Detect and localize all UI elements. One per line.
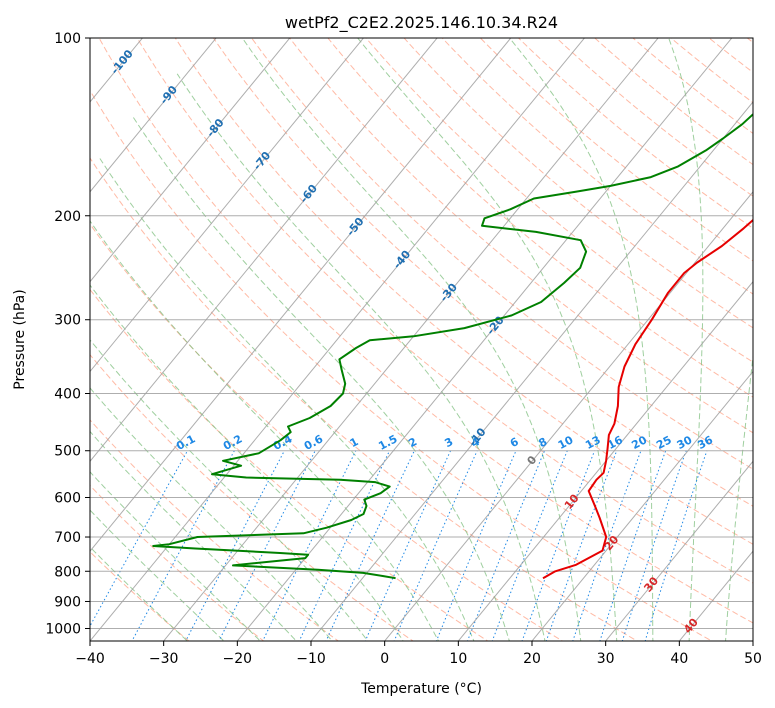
isotherm-line (163, 38, 659, 641)
dry-adiabat-line (632, 38, 753, 135)
dry-adiabat-line (403, 38, 753, 329)
moist-adiabat-line (668, 38, 704, 641)
moist-adiabat-line (90, 430, 297, 641)
y-tick-label: 900 (54, 594, 81, 610)
moist-adiabat-line (508, 38, 654, 641)
mixing-ratio-label: 13 (583, 433, 603, 452)
moist-adiabat-line (90, 509, 225, 641)
isotherm-line (310, 101, 753, 641)
dry-adiabat-line (327, 38, 753, 398)
isotherm-line (90, 38, 365, 373)
moist-adiabat-line (90, 284, 404, 641)
temperature-profile-line (542, 218, 753, 580)
dry-adiabat-line (90, 419, 340, 641)
mixing-ratio-label: 30 (675, 433, 695, 452)
isotherm-line (605, 460, 753, 641)
moist-adiabat-line (725, 351, 753, 641)
mixing-ratio-label: 25 (654, 433, 674, 452)
isotherms (90, 38, 753, 641)
x-axis-title: Temperature (°C) (360, 681, 482, 697)
dry-adiabat-line (212, 38, 753, 507)
y-tick-label: 700 (54, 530, 81, 546)
mixing-ratio-label: 10 (556, 433, 576, 452)
dry-adiabat-line (251, 38, 753, 470)
isotherm-line (90, 38, 512, 552)
chart-title: wetPf2_C2E2.2025.146.10.34.R24 (285, 13, 558, 33)
y-axis-title: Pressure (hPa) (12, 289, 28, 389)
isotherm-line (236, 38, 733, 641)
mixing-ratio-label: 36 (695, 433, 715, 452)
moist-adiabat-line (357, 38, 618, 641)
dry-adiabat-line (90, 353, 414, 641)
y-tick-label: 500 (54, 444, 81, 460)
x-tick-label: 0 (380, 651, 389, 667)
y-tick-label: 400 (54, 387, 81, 403)
y-tick-label: 100 (54, 31, 81, 47)
isotherm-line (384, 191, 753, 641)
plot-frame (89, 37, 754, 642)
x-tick-label: −40 (75, 651, 105, 667)
moist-adiabat-line (241, 38, 582, 641)
dewpoint-profile-line (152, 112, 753, 580)
y-axis: 100 200 300 400 500 600 700 800 900 1000 (45, 31, 90, 637)
y-tick-label: 600 (54, 490, 81, 506)
moist-adiabat-line (90, 471, 261, 641)
moist-adiabat-line (131, 114, 510, 641)
dry-adiabat-line (90, 288, 489, 641)
moist-adiabat-line (90, 220, 440, 641)
x-tick-label: 10 (449, 651, 467, 667)
x-axis: −40 −30 −20 −10 0 10 20 30 40 50 (75, 641, 762, 667)
dry-adiabat-line (90, 89, 713, 641)
moist-adiabats (90, 38, 753, 641)
x-tick-label: −20 (223, 651, 253, 667)
x-tick-label: −10 (296, 651, 326, 667)
dry-adiabat-line (136, 38, 753, 584)
isotherm-line (90, 38, 291, 283)
dry-adiabat-line (365, 38, 753, 363)
x-tick-label: 30 (597, 651, 615, 667)
dry-adiabat-line (289, 38, 753, 434)
moist-adiabat-line (90, 339, 369, 641)
moist-adiabat-line (90, 546, 189, 641)
moist-adiabat-line (176, 73, 546, 641)
isotherm-line (457, 280, 753, 641)
isotherm-line (531, 370, 753, 641)
plot-area: 0.1 0.2 0.4 0.6 1 1.5 2 3 4 6 8 10 13 16 20 25 30 36-100-… (90, 38, 753, 641)
dry-adiabats (90, 38, 753, 641)
moist-adiabat-line (99, 158, 475, 641)
y-tick-label: 300 (54, 313, 81, 329)
mixing-ratio-label: 20 (630, 433, 650, 452)
dry-adiabat-line (555, 38, 753, 197)
mixing-ratio-label: 16 (605, 433, 625, 452)
y-tick-label: 1000 (45, 621, 81, 637)
dry-adiabat-line (174, 38, 753, 545)
dry-adiabat-line (441, 38, 753, 295)
dry-adiabat-line (479, 38, 753, 262)
x-tick-label: 40 (670, 651, 688, 667)
profile-series (152, 112, 753, 580)
dry-adiabat-line (98, 38, 753, 624)
x-tick-label: 50 (744, 651, 762, 667)
isotherm-line (90, 38, 438, 463)
dry-adiabat-line (90, 157, 639, 641)
isotherm-line (90, 38, 217, 193)
y-tick-label: 200 (54, 209, 81, 225)
x-tick-label: −30 (149, 651, 179, 667)
y-tick-label: 800 (54, 564, 81, 580)
dry-adiabat-line (90, 223, 564, 641)
x-tick-label: 20 (523, 651, 541, 667)
